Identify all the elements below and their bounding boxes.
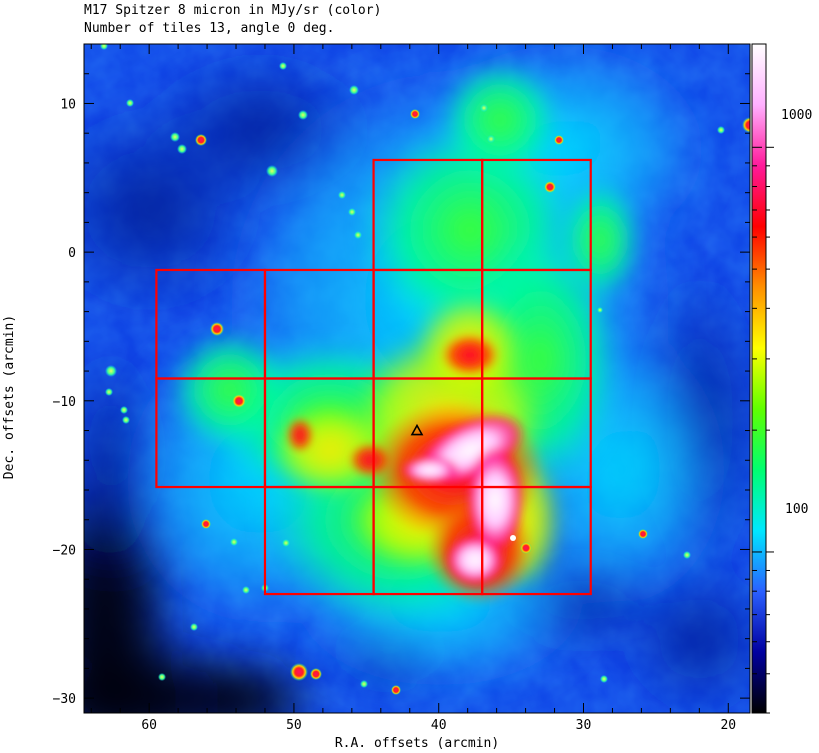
colorbar-frame — [751, 43, 767, 714]
stars — [100, 44, 750, 695]
x-tick-label: 30 — [576, 718, 592, 733]
plot-frame — [83, 43, 751, 714]
y-tick-label: 10 — [60, 97, 76, 112]
marker-layer — [410, 423, 424, 436]
colorbar-ticks — [752, 146, 774, 714]
peak-emission — [400, 412, 526, 586]
marker-triangle — [410, 423, 424, 436]
x-tick-label: 40 — [431, 718, 447, 733]
image-panel — [84, 44, 750, 713]
x-tick-label: 50 — [286, 718, 302, 733]
x-tick-label: 20 — [720, 718, 736, 733]
y-tick-label: −30 — [53, 692, 76, 707]
y-tick-label: −10 — [53, 395, 76, 410]
colorbar-label-100: 100 — [785, 502, 808, 517]
y-tick-label: 0 — [68, 246, 76, 261]
colorbar: 1000 100 — [751, 43, 812, 714]
x-tick-label: 60 — [141, 718, 157, 733]
plot-title: M17 Spitzer 8 micron in MJy/sr (color) — [84, 3, 382, 18]
x-axis-label: R.A. offsets (arcmin) — [335, 736, 499, 751]
colorbar-label-1000: 1000 — [781, 108, 812, 123]
tile-grid — [155, 158, 592, 596]
plot-subtitle: Number of tiles 13, angle 0 deg. — [84, 21, 335, 36]
y-tick-label: −20 — [53, 543, 76, 558]
y-axis-label: Dec. offsets (arcmin) — [2, 315, 17, 479]
axes: 60 50 40 30 20 10 0 −10 −20 −30 — [53, 43, 750, 733]
colorbar-ramp — [752, 44, 766, 713]
tile-13 — [481, 485, 592, 596]
